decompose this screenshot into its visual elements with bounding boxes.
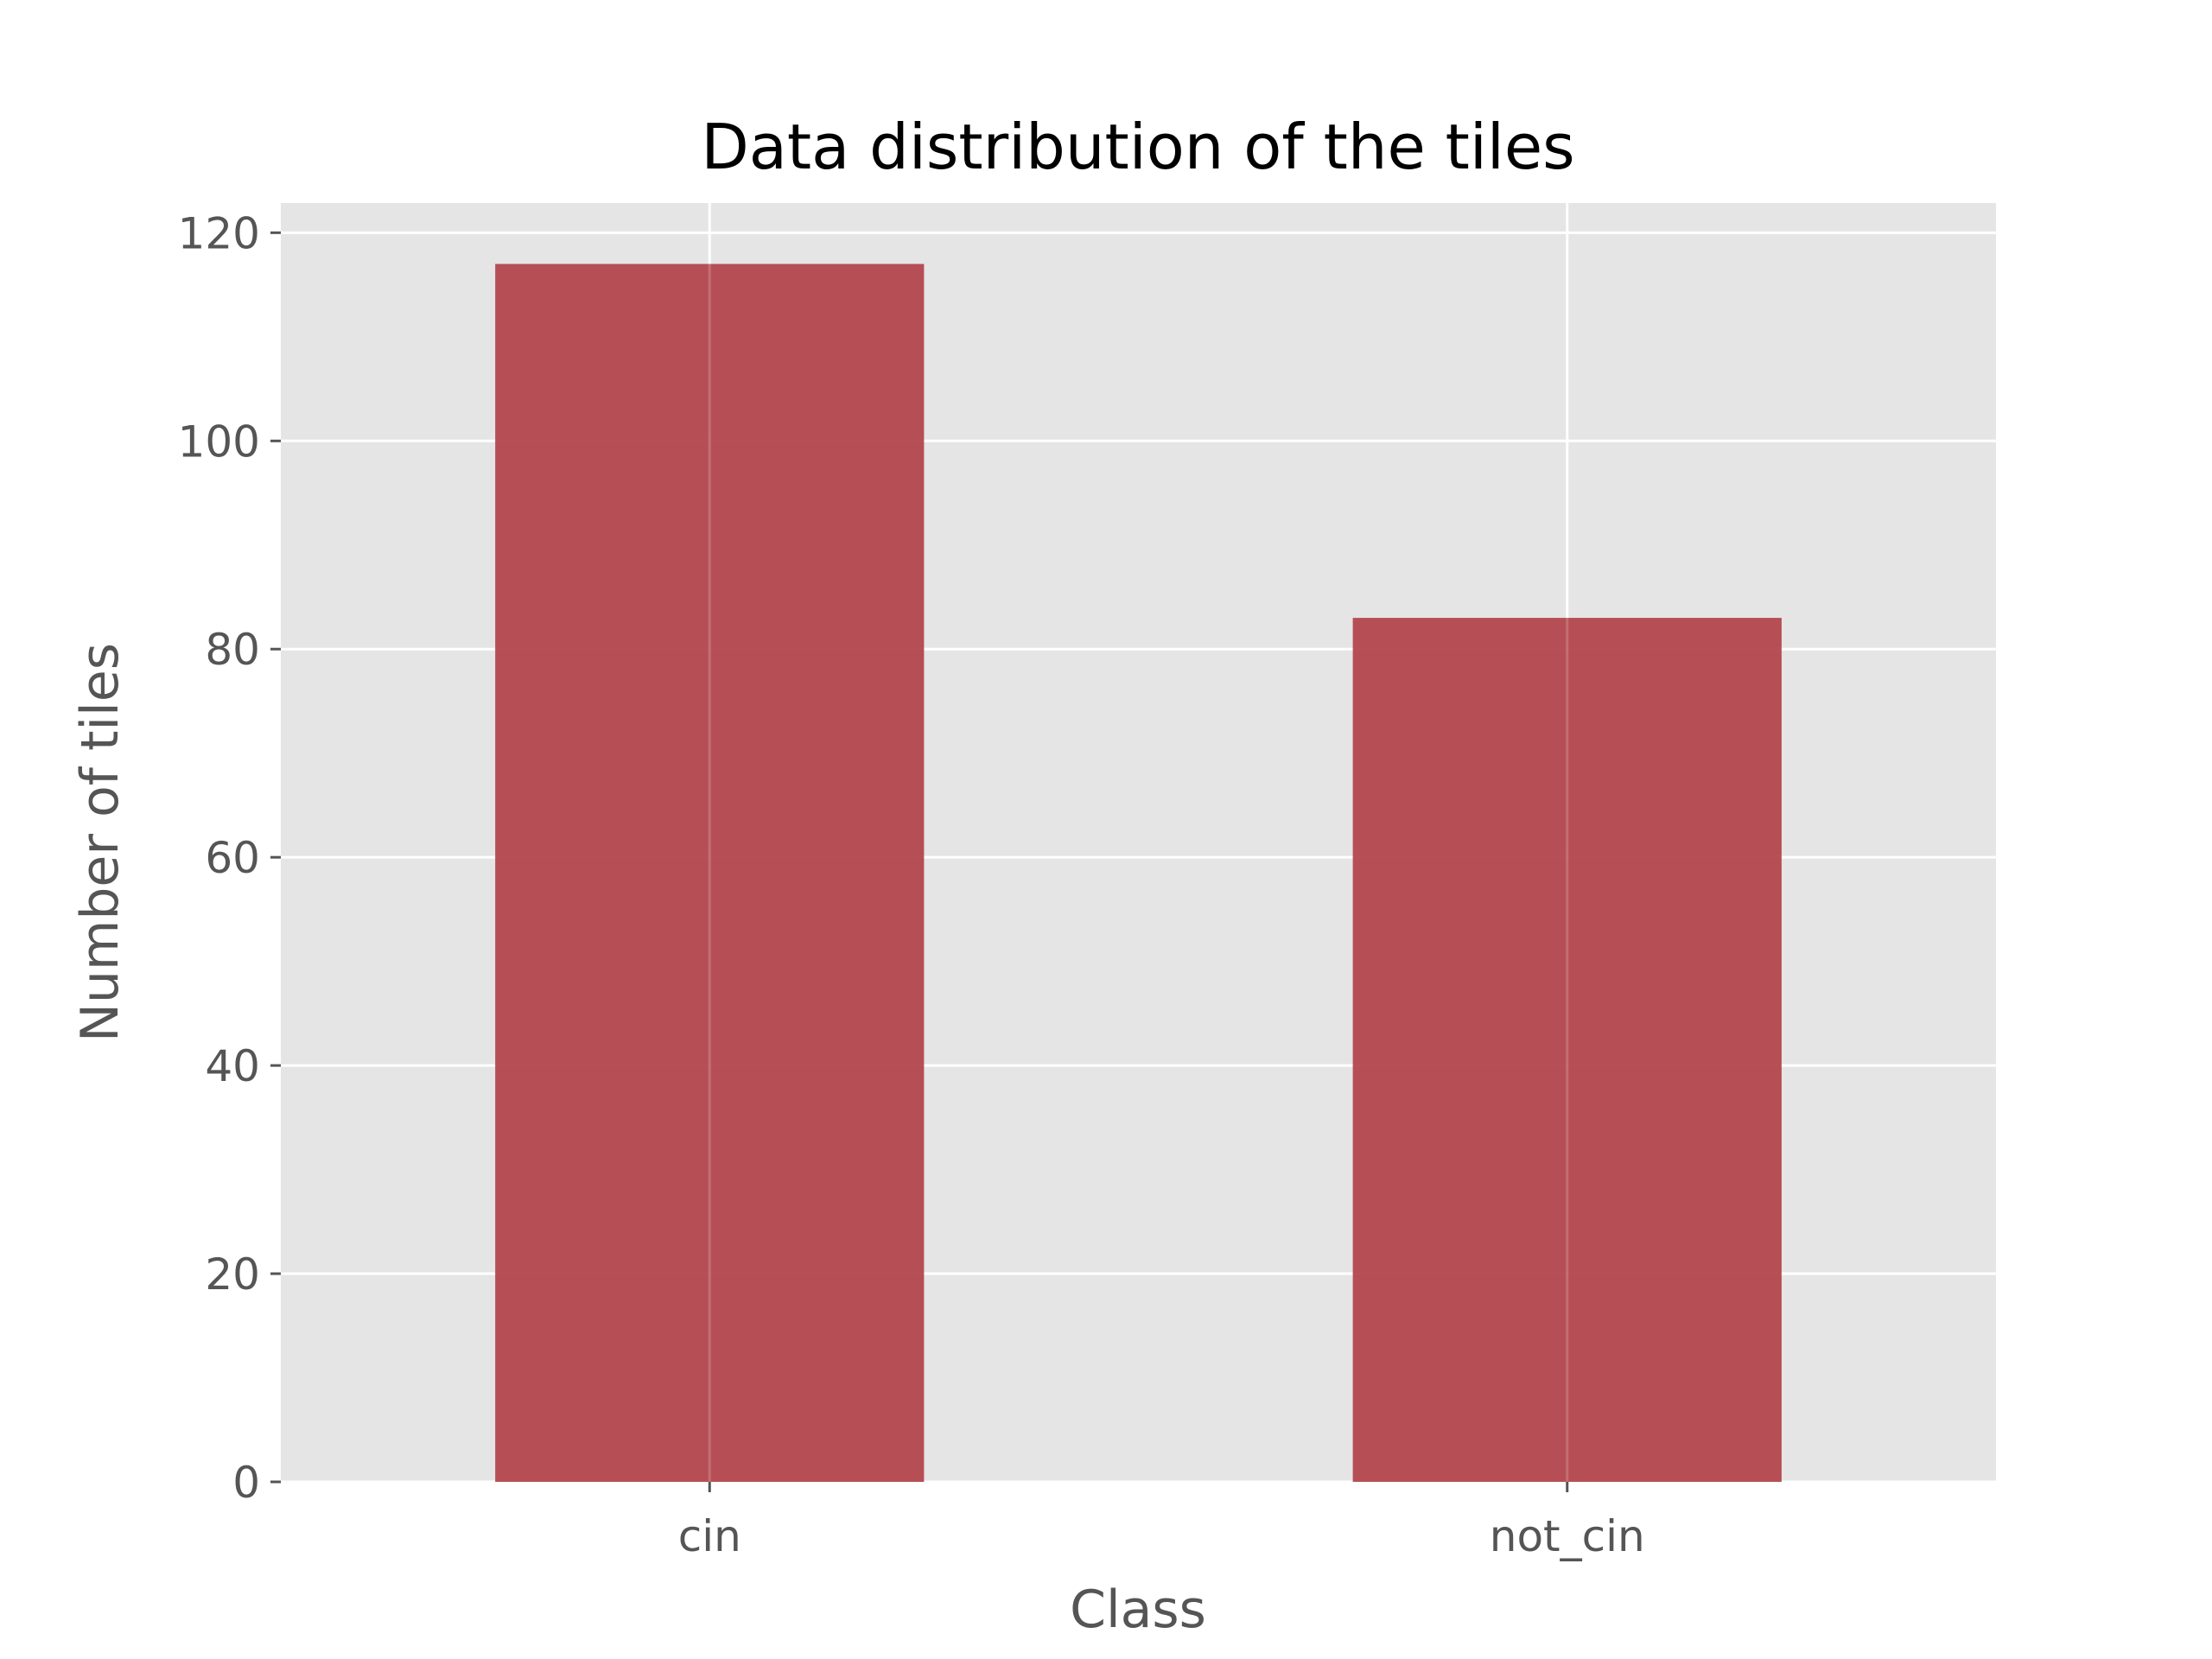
- y-tick-label: 40: [205, 1041, 260, 1091]
- x-axis-ticks: cin not_cin: [678, 1482, 1645, 1561]
- y-axis-ticks: 0 20 40 60 80 100 120: [178, 208, 281, 1508]
- y-tick-label: 80: [205, 625, 260, 675]
- y-axis-label: Number of tiles: [70, 643, 130, 1042]
- bars: [495, 264, 1782, 1482]
- chart-title: Data distribution of the tiles: [701, 111, 1574, 183]
- y-tick-label: 100: [178, 416, 260, 467]
- y-tick-label: 0: [232, 1458, 260, 1508]
- bar-not_cin: [1352, 618, 1782, 1482]
- y-tick-label: 120: [178, 208, 260, 258]
- x-tick-label: not_cin: [1490, 1511, 1645, 1561]
- x-axis-label: Class: [1070, 1580, 1206, 1640]
- vertical-gridlines-overlay: [708, 264, 1569, 1482]
- x-tick-label: cin: [678, 1511, 741, 1561]
- y-tick-label: 20: [205, 1249, 260, 1300]
- bar-cin: [495, 264, 925, 1482]
- y-tick-label: 60: [205, 833, 260, 883]
